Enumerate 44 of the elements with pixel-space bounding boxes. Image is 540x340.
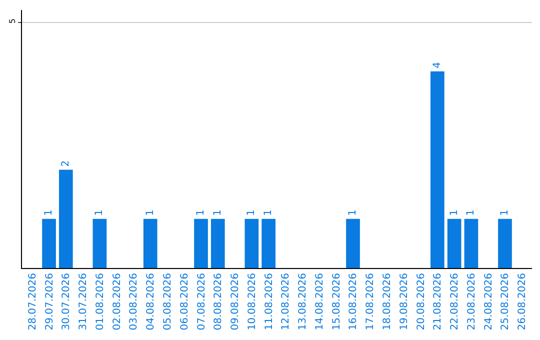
x-tick-label: 03.08.2026 (128, 273, 140, 330)
x-tick-label: 31.07.2026 (78, 273, 90, 330)
x-tick-label: 20.08.2026 (416, 273, 427, 330)
data-label: 2 (60, 160, 72, 167)
x-tick-label: 23.08.2026 (466, 273, 478, 330)
data-label: 1 (246, 209, 258, 216)
x-tick-label: 28.07.2026 (27, 273, 38, 330)
x-tick-label: 13.08.2026 (298, 273, 309, 330)
data-label: 1 (347, 209, 358, 216)
x-tick-label: 18.08.2026 (382, 273, 394, 330)
x-tick-label: 19.08.2026 (398, 273, 410, 330)
x-tick-label: 10.08.2026 (246, 273, 258, 330)
x-tick-label: 11.08.2026 (264, 273, 275, 330)
data-label: 1 (196, 209, 207, 216)
x-tick-label: 24.08.2026 (483, 273, 494, 330)
x-tick-label: 08.08.2026 (213, 273, 224, 330)
data-label: 1 (144, 209, 156, 216)
x-tick-label: 29.07.2026 (44, 273, 56, 330)
x-tick-label: 06.08.2026 (179, 273, 190, 330)
x-tick-label: 15.08.2026 (331, 273, 342, 330)
data-label: 4 (432, 62, 443, 68)
x-tick-label: 14.08.2026 (314, 273, 326, 330)
x-tick-label: 07.08.2026 (196, 273, 208, 330)
x-tick-label: 26.08.2026 (517, 273, 528, 330)
data-label: 1 (263, 209, 274, 216)
x-tick-label: 09.08.2026 (230, 273, 242, 330)
x-tick-label: 01.08.2026 (94, 273, 106, 330)
data-label: 1 (212, 209, 224, 216)
x-tick-label: 12.08.2026 (280, 273, 292, 330)
x-tick-label: 22.08.2026 (450, 273, 461, 330)
x-tick-label: 25.08.2026 (500, 273, 512, 330)
data-label: 1 (448, 209, 460, 216)
data-label: 1 (94, 209, 106, 216)
x-tick-label: 04.08.2026 (146, 273, 157, 330)
data-label: 1 (44, 209, 55, 216)
x-tick-label: 05.08.2026 (162, 273, 174, 330)
y-tick-label: 5 (8, 18, 17, 24)
x-tick-label: 30.07.2026 (61, 273, 72, 330)
data-label: 1 (499, 209, 510, 216)
x-tick-label: 02.08.2026 (112, 273, 123, 330)
data-label: 1 (466, 209, 477, 216)
x-tick-label: 21.08.2026 (432, 273, 444, 330)
x-tick-label: 16.08.2026 (348, 273, 360, 330)
x-tick-label: 17.08.2026 (365, 273, 376, 330)
